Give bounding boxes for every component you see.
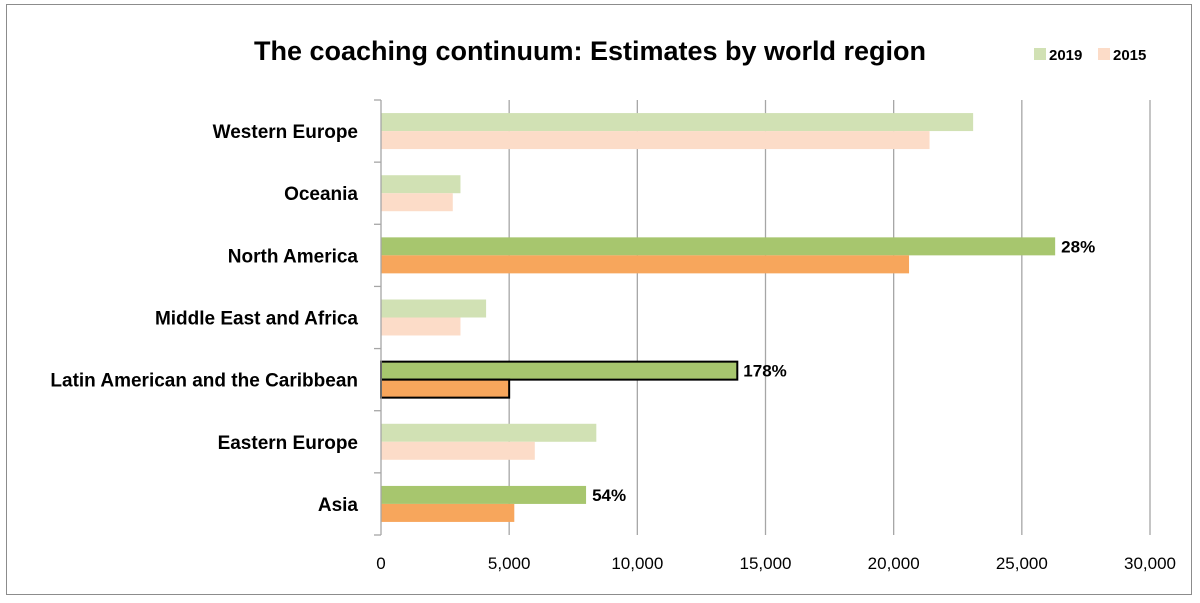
- bar-2019: [381, 175, 461, 194]
- category-label: Eastern Europe: [218, 433, 358, 454]
- chart-frame: [6, 4, 1192, 595]
- x-tick-label: 0: [376, 554, 385, 573]
- data-label: 54%: [592, 486, 626, 505]
- legend-swatch: [1034, 48, 1046, 60]
- bar-2019: [381, 237, 1056, 256]
- legend-label: 2019: [1049, 47, 1082, 64]
- data-label: 178%: [743, 362, 786, 381]
- bar-2015: [381, 193, 453, 212]
- category-label: Middle East and Africa: [155, 309, 358, 330]
- legend-swatch: [1098, 48, 1110, 60]
- gridlines: [508, 100, 1151, 535]
- bar-2015: [381, 131, 930, 150]
- legend: 2019 2015: [1034, 47, 1146, 64]
- bar-2015: [381, 441, 535, 460]
- bar-2019: [381, 423, 597, 442]
- data-label: 28%: [1061, 237, 1095, 256]
- bar-2015: [381, 317, 461, 336]
- x-tick-label: 25,000: [996, 554, 1048, 573]
- bar-2019: [381, 113, 974, 132]
- bar-2015: [381, 503, 515, 522]
- x-tick-label: 10,000: [611, 554, 663, 573]
- x-tick-label: 5,000: [488, 554, 531, 573]
- bar-2019: [381, 485, 587, 504]
- legend-label: 2015: [1113, 47, 1146, 64]
- chart-title: The coaching continuum: Estimates by wor…: [254, 36, 926, 66]
- axes: 0 5,000 10,000 15,000 20,000 25,000 30,000: [374, 99, 1176, 573]
- bar-2019: [381, 299, 487, 318]
- x-tick-label: 15,000: [740, 554, 792, 573]
- category-label: Western Europe: [213, 122, 358, 143]
- x-tick-label: 20,000: [868, 554, 920, 573]
- category-label: Latin American and the Caribbean: [50, 371, 358, 392]
- labels: Western Europe Oceania North America 28% Mid…: [50, 122, 1095, 516]
- bar-2019: [380, 360, 739, 381]
- x-tick-label: 30,000: [1124, 554, 1176, 573]
- bar-2015: [381, 255, 910, 274]
- bars: [380, 113, 1056, 522]
- category-label: Oceania: [284, 184, 358, 205]
- category-label: Asia: [318, 495, 359, 516]
- category-label: North America: [228, 246, 359, 267]
- bar-2015: [380, 378, 511, 399]
